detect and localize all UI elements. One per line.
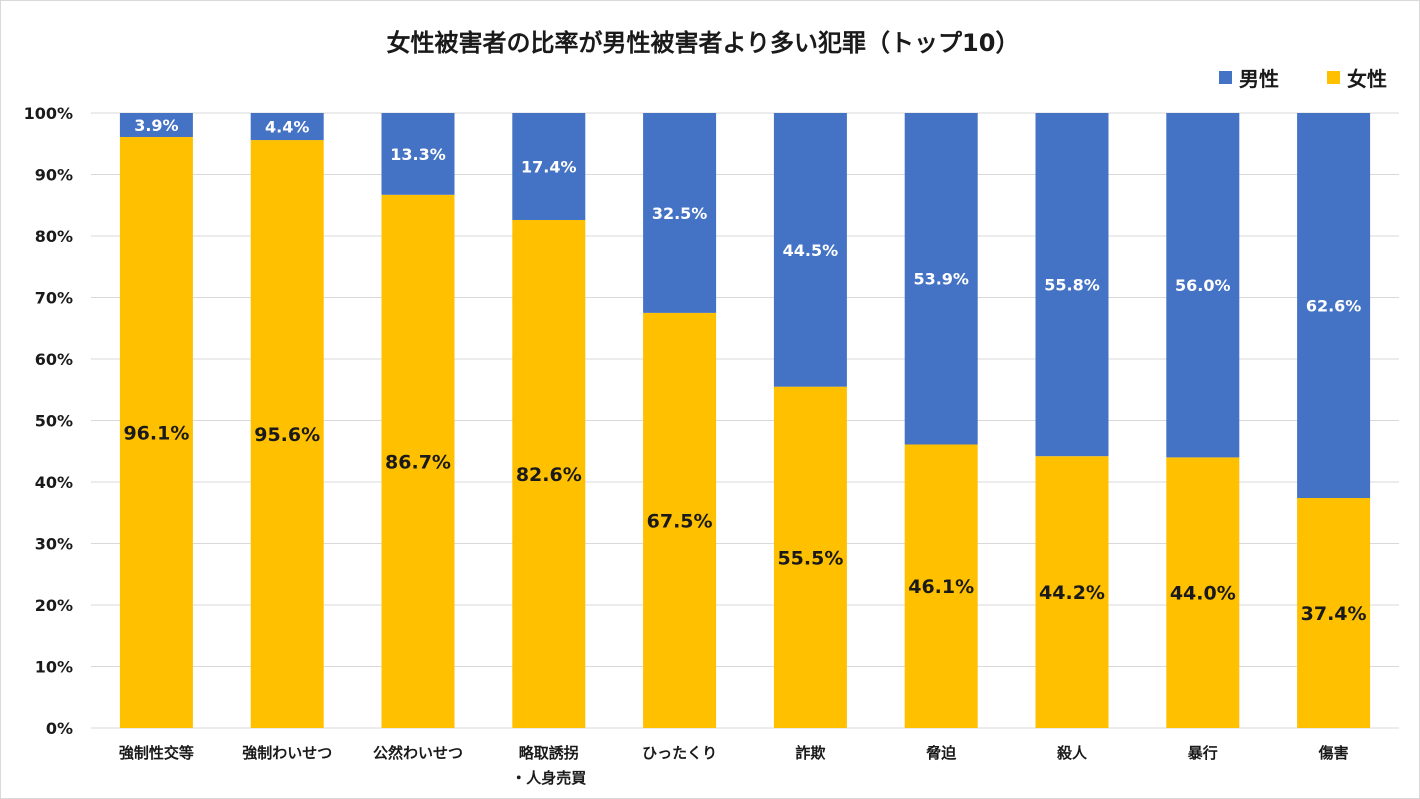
y-tick-label: 30% <box>35 535 73 554</box>
bar-male <box>512 113 586 221</box>
data-label-male: 3.9% <box>134 116 178 135</box>
bar-female <box>381 194 455 729</box>
bar-male <box>1297 113 1371 498</box>
bar-female <box>1035 456 1109 728</box>
bar-male <box>904 113 978 445</box>
bar-female <box>250 140 324 728</box>
x-axis-ticks: 強制性交等 強制わいせつ 公然わいせつ 略取誘拐・人身売買 ひったくり 詐欺 脅迫 殺人 暴行 傷… <box>119 744 1349 787</box>
bar-female <box>904 444 978 728</box>
x-tick-label: ひったくり <box>642 744 717 762</box>
legend-swatch-female <box>1327 71 1340 84</box>
data-label-female: 46.1% <box>908 576 974 598</box>
bar-female <box>1297 497 1371 728</box>
data-label-male: 53.9% <box>913 270 969 289</box>
data-label-female: 82.6% <box>516 464 582 486</box>
y-tick-label: 20% <box>35 596 73 615</box>
y-tick-label: 40% <box>35 473 73 492</box>
bar-female <box>773 386 847 728</box>
data-label-male: 62.6% <box>1306 296 1362 315</box>
bar-male <box>381 113 455 195</box>
bars <box>119 113 1371 729</box>
data-label-female: 55.5% <box>777 547 843 569</box>
bar-female <box>512 220 586 728</box>
y-axis-ticks: 0% 10% 20% 30% 40% 50% 60% 70% 80% 90% 100% <box>24 104 73 738</box>
x-tick-label: 略取誘拐 <box>519 744 579 762</box>
bar-female <box>643 312 717 728</box>
bar-male <box>1166 113 1240 458</box>
legend-label-female: 女性 <box>1347 67 1387 91</box>
data-label-female: 95.6% <box>254 424 320 446</box>
x-tick-label: 傷害 <box>1318 744 1349 762</box>
y-tick-label: 70% <box>35 289 73 308</box>
chart-title: 女性被害者の比率が男性被害者より多い犯罪（トップ10） <box>387 29 1020 57</box>
data-label-female: 37.4% <box>1301 603 1367 625</box>
data-label-female: 67.5% <box>647 510 713 532</box>
data-label-male: 32.5% <box>652 204 708 223</box>
legend-label-male: 男性 <box>1239 67 1279 91</box>
data-label-female: 86.7% <box>385 451 451 473</box>
data-label-male: 56.0% <box>1175 276 1231 295</box>
bar-male <box>1035 113 1109 457</box>
y-tick-label: 0% <box>46 719 73 738</box>
data-label-male: 44.5% <box>783 241 839 260</box>
x-tick-label: ・人身売買 <box>511 769 586 787</box>
bar-male <box>643 113 717 313</box>
x-tick-label: 暴行 <box>1188 744 1218 762</box>
x-tick-label: 脅迫 <box>925 744 957 762</box>
x-tick-label: 強制わいせつ <box>242 744 332 762</box>
y-tick-label: 100% <box>24 104 73 123</box>
data-labels: 96.1% 3.9% 95.6% 4.4% 86.7% 13.3% 82.6% 17.4% 67… <box>123 116 1366 625</box>
data-label-male: 17.4% <box>521 158 577 177</box>
y-tick-label: 50% <box>35 412 73 431</box>
bar-female <box>1166 457 1240 728</box>
x-tick-label: 殺人 <box>1056 744 1088 762</box>
y-tick-label: 80% <box>35 227 73 246</box>
bar-male <box>773 113 847 387</box>
data-label-female: 44.2% <box>1039 582 1105 604</box>
legend-swatch-male <box>1219 71 1232 84</box>
data-label-male: 55.8% <box>1044 276 1100 295</box>
x-tick-label: 詐欺 <box>795 744 825 762</box>
legend: 男性 女性 <box>1219 67 1387 91</box>
y-tick-label: 90% <box>35 166 73 185</box>
x-tick-label: 公然わいせつ <box>373 744 463 762</box>
bar-male <box>119 113 193 137</box>
data-label-female: 96.1% <box>123 422 189 444</box>
bar-female <box>119 136 193 729</box>
data-label-male: 4.4% <box>265 118 309 137</box>
bar-male <box>250 113 324 141</box>
x-tick-label: 強制性交等 <box>119 744 194 762</box>
y-tick-label: 10% <box>35 658 73 677</box>
data-label-male: 13.3% <box>390 145 446 164</box>
y-tick-label: 60% <box>35 350 73 369</box>
data-label-female: 44.0% <box>1170 583 1236 605</box>
